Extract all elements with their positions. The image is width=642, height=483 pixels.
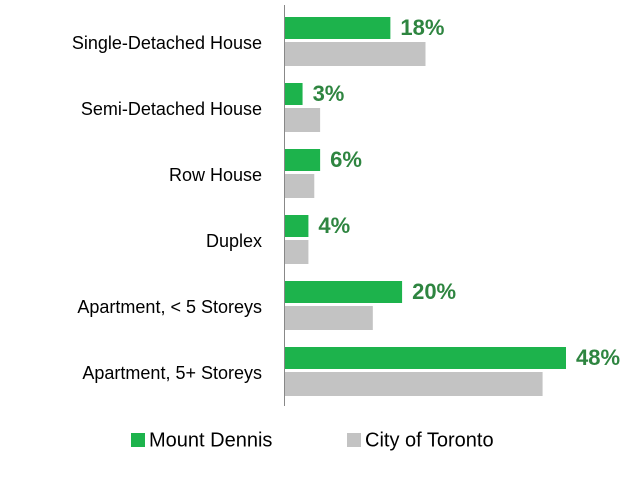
bar <box>285 240 309 264</box>
bar <box>285 306 373 330</box>
bar <box>285 281 403 303</box>
bar <box>285 83 303 105</box>
category-label: Single-Detached House <box>72 33 262 53</box>
category-label: Duplex <box>206 231 262 251</box>
value-label: 3% <box>313 81 345 106</box>
value-label: 20% <box>412 279 456 304</box>
value-label: 18% <box>400 15 444 40</box>
legend-swatch <box>347 433 361 447</box>
legend-swatch <box>131 433 145 447</box>
bar <box>285 174 315 198</box>
bar <box>285 347 566 369</box>
value-label: 48% <box>576 345 620 370</box>
bar <box>285 215 309 237</box>
category-label: Semi-Detached House <box>81 99 262 119</box>
legend-label: City of Toronto <box>365 429 494 451</box>
bar <box>285 149 321 171</box>
bar <box>285 108 321 132</box>
bar <box>285 372 543 396</box>
legend-label: Mount Dennis <box>149 429 272 451</box>
bar <box>285 17 391 39</box>
value-label: 4% <box>318 213 350 238</box>
category-label: Apartment, 5+ Storeys <box>82 363 262 383</box>
category-label: Apartment, < 5 Storeys <box>77 297 262 317</box>
value-label: 6% <box>330 147 362 172</box>
category-label: Row House <box>169 165 262 185</box>
bar <box>285 42 426 66</box>
